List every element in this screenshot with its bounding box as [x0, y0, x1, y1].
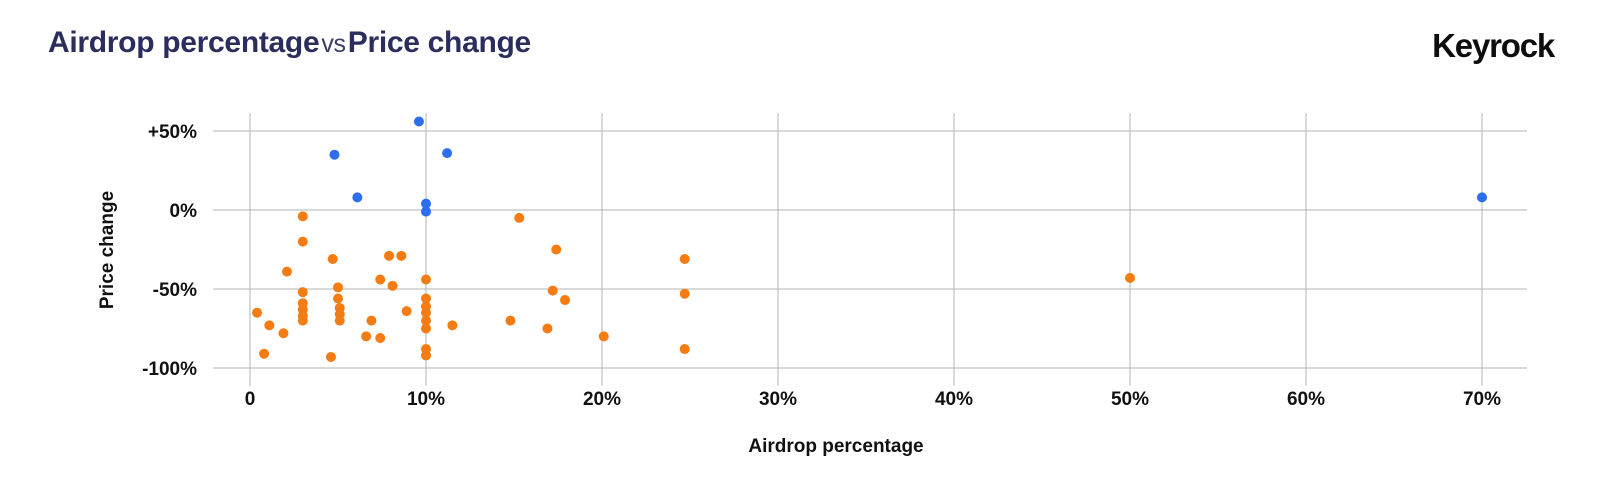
data-point [375, 332, 386, 343]
data-point [421, 315, 431, 326]
data-point [384, 250, 395, 261]
data-point [327, 253, 338, 264]
data-point [325, 351, 336, 362]
data-point [281, 266, 292, 277]
x-tick-label: 60% [1287, 389, 1325, 410]
page-title-part1: Airdrop percentage [48, 26, 320, 59]
x-tick-label: 30% [759, 389, 797, 410]
data-point [421, 206, 431, 217]
y-tick-label: +50% [148, 122, 197, 143]
data-point [1125, 272, 1135, 283]
data-point [375, 274, 386, 285]
data-point [333, 293, 343, 304]
data-point [598, 331, 609, 342]
page-header: Airdrop percentagevsPrice change Keyrock [0, 0, 1600, 100]
x-tick-label: 40% [935, 389, 973, 410]
data-point [1477, 192, 1487, 203]
data-points [252, 116, 1487, 362]
data-point [329, 149, 340, 160]
keyrock-logo: Keyrock [1432, 27, 1555, 64]
data-point [297, 315, 308, 326]
data-point [361, 331, 372, 342]
data-point [259, 348, 270, 359]
x-tick-label: 70% [1463, 389, 1501, 410]
data-point [387, 280, 398, 291]
data-point [679, 344, 690, 355]
data-point [297, 236, 308, 247]
y-tick-label: 0% [170, 201, 198, 222]
y-axis-title: Price change [97, 191, 118, 309]
data-point [396, 250, 407, 261]
page-title-part2: Price change [347, 26, 531, 59]
data-point [252, 307, 263, 318]
x-tick-labels: 0 10% 20% 30% 40% 50% 60% 70% [245, 389, 1501, 410]
data-point [505, 315, 516, 326]
data-point [679, 253, 690, 264]
data-point [447, 320, 458, 331]
data-point [551, 244, 562, 255]
data-point [334, 315, 345, 326]
data-point [679, 288, 690, 299]
data-point [442, 148, 453, 159]
data-point [547, 285, 558, 296]
data-point [542, 323, 553, 334]
data-point [421, 323, 431, 334]
data-point [401, 306, 412, 317]
page-title-vs: vs [321, 30, 346, 58]
y-tick-label: -100% [142, 359, 197, 380]
data-point [421, 274, 431, 285]
data-point [278, 328, 289, 339]
x-axis-title: Airdrop percentage [748, 436, 923, 457]
data-point [297, 287, 308, 298]
y-tick-labels: +50% 0% -50% -100% [142, 122, 197, 380]
y-gridlines [213, 130, 1527, 369]
data-point [560, 295, 571, 306]
x-tick-label: 10% [407, 389, 445, 410]
data-point [413, 116, 424, 127]
data-point [352, 192, 363, 203]
data-point [264, 320, 275, 331]
data-point [366, 315, 377, 326]
data-point [333, 282, 343, 293]
data-point [421, 198, 431, 209]
data-point [297, 211, 308, 222]
data-point [421, 307, 431, 318]
data-point [421, 350, 431, 361]
x-tick-label: 0 [245, 389, 256, 410]
y-tick-label: -50% [153, 280, 197, 301]
data-point [514, 212, 525, 223]
x-tick-label: 20% [583, 389, 621, 410]
data-point [421, 293, 431, 304]
x-tick-label: 50% [1111, 389, 1149, 410]
x-gridlines [249, 113, 1483, 386]
page-title: Airdrop percentagevsPrice change [48, 26, 531, 60]
